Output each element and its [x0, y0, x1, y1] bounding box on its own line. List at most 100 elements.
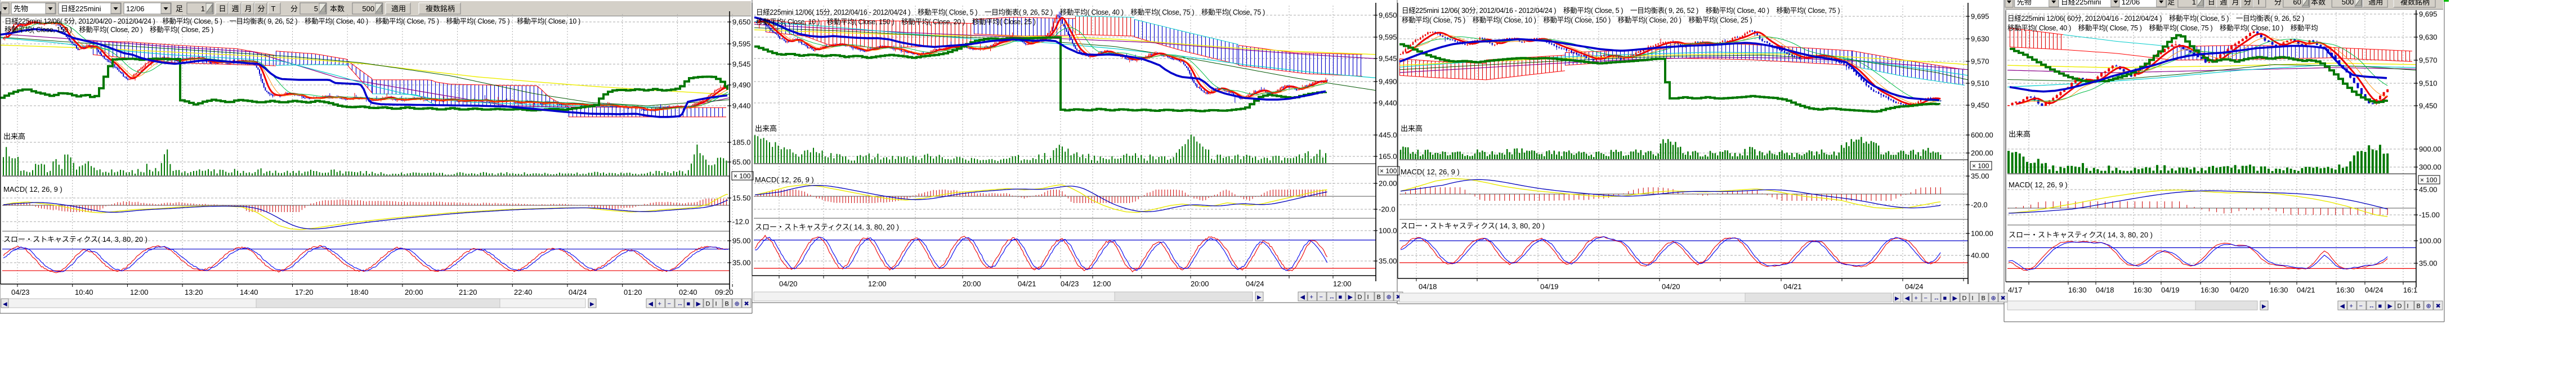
svg-text:35.00: 35.00: [1379, 257, 1397, 266]
svg-text:04/20: 04/20: [2230, 286, 2249, 294]
svg-text:−: −: [1924, 295, 1927, 302]
svg-text:先物: 先物: [2017, 0, 2032, 6]
svg-text:02:40: 02:40: [679, 288, 697, 296]
svg-text:9,450: 9,450: [1971, 101, 1989, 110]
svg-text:16:30: 16:30: [2068, 286, 2087, 294]
svg-text:足: 足: [176, 4, 183, 13]
svg-text:I: I: [1972, 295, 1974, 302]
svg-text:先物: 先物: [14, 4, 28, 13]
svg-text:12:00: 12:00: [130, 288, 149, 296]
svg-text:16:30: 16:30: [2270, 286, 2288, 294]
svg-text:↔: ↔: [677, 301, 683, 308]
svg-text:9,440: 9,440: [732, 102, 751, 110]
svg-text:↔: ↔: [1934, 295, 1940, 302]
svg-text:−: −: [2359, 303, 2363, 310]
svg-text:T: T: [2256, 0, 2261, 6]
svg-text:9,570: 9,570: [2419, 56, 2438, 65]
svg-text:1: 1: [2192, 0, 2196, 6]
svg-text:500: 500: [2342, 0, 2354, 6]
svg-text:× 100: × 100: [1380, 167, 1397, 175]
svg-text:B: B: [1982, 295, 1985, 302]
svg-text:B: B: [2417, 303, 2421, 310]
svg-text:B: B: [1377, 294, 1381, 301]
svg-text:-12.0: -12.0: [732, 218, 749, 226]
svg-text:9,490: 9,490: [1379, 78, 1397, 86]
svg-text:× 100: × 100: [734, 172, 751, 180]
svg-text:足: 足: [2167, 0, 2175, 6]
svg-text:日: 日: [2208, 0, 2215, 6]
svg-text:分: 分: [258, 4, 265, 13]
svg-text:12/06: 12/06: [2122, 0, 2140, 6]
svg-text:週: 週: [232, 4, 239, 13]
svg-text:9,545: 9,545: [732, 60, 751, 69]
svg-text:◀: ◀: [2340, 303, 2345, 310]
svg-text:週: 週: [2220, 0, 2227, 6]
svg-text:9,595: 9,595: [1379, 33, 1397, 42]
svg-text:100.00: 100.00: [1971, 230, 1993, 238]
svg-text:35.00: 35.00: [2419, 259, 2438, 268]
svg-text:12:00: 12:00: [1093, 280, 1111, 288]
svg-text:▶: ▶: [590, 302, 594, 308]
svg-text:I: I: [715, 301, 717, 308]
svg-text:分: 分: [290, 4, 298, 13]
svg-text:分: 分: [2274, 0, 2282, 6]
svg-text:-15.00: -15.00: [2419, 211, 2440, 219]
svg-text:01:20: 01:20: [624, 288, 642, 296]
svg-text:1: 1: [201, 4, 205, 13]
svg-text:200.00: 200.00: [1971, 149, 1993, 158]
svg-text:スロー・ストキャスティクス( 14, 3, 80, 20 ): スロー・ストキャスティクス( 14, 3, 80, 20 ): [1401, 222, 1545, 230]
svg-text:9,450: 9,450: [2419, 102, 2438, 110]
svg-text:↔: ↔: [2369, 303, 2375, 310]
svg-text:+: +: [658, 301, 661, 308]
svg-text:■: ■: [1943, 295, 1947, 302]
svg-text:9,595: 9,595: [732, 40, 751, 48]
svg-text:⊕: ⊕: [1387, 294, 1392, 301]
svg-text:T: T: [271, 4, 276, 13]
svg-text:✖: ✖: [2436, 303, 2441, 310]
svg-text:D: D: [1962, 295, 1967, 302]
svg-text:04/20: 04/20: [779, 280, 798, 288]
svg-text:15.50: 15.50: [732, 194, 751, 202]
svg-text:I: I: [1367, 294, 1369, 301]
svg-text:165.0: 165.0: [1379, 152, 1397, 161]
svg-text:D: D: [2398, 303, 2402, 310]
svg-text:09:20: 09:20: [715, 288, 734, 296]
svg-text:04/20: 04/20: [1662, 282, 1680, 291]
svg-text:9,695: 9,695: [1971, 12, 1989, 21]
svg-text:適用: 適用: [391, 4, 406, 13]
svg-text:-20.0: -20.0: [1379, 205, 1396, 214]
svg-text:12/06: 12/06: [126, 4, 145, 13]
svg-text:65.00: 65.00: [732, 158, 751, 166]
svg-text:35.00: 35.00: [1971, 172, 1989, 181]
svg-text:04/24: 04/24: [569, 288, 587, 296]
svg-text:18:40: 18:40: [350, 288, 369, 296]
svg-text:▶: ▶: [1348, 294, 1353, 301]
svg-text:9,545: 9,545: [1379, 55, 1397, 63]
svg-text:16:1: 16:1: [2403, 286, 2417, 294]
svg-text:9,650: 9,650: [1379, 11, 1397, 20]
svg-text:04/19: 04/19: [2161, 286, 2180, 294]
svg-text:9,570: 9,570: [1971, 57, 1989, 66]
svg-text:▶: ▶: [1257, 295, 1262, 301]
svg-text:−: −: [668, 301, 671, 308]
svg-text:9,650: 9,650: [732, 18, 751, 26]
svg-text:300.00: 300.00: [2419, 163, 2441, 172]
svg-text:月: 月: [245, 4, 252, 13]
svg-text:35.00: 35.00: [732, 259, 751, 267]
svg-text:14:40: 14:40: [240, 288, 258, 296]
svg-text:出来高: 出来高: [2009, 130, 2031, 138]
svg-text:04/21: 04/21: [1783, 282, 1802, 291]
svg-text:9,630: 9,630: [2419, 33, 2438, 42]
svg-text:9,630: 9,630: [1971, 35, 1989, 43]
svg-text:10:40: 10:40: [75, 288, 93, 296]
svg-text:B: B: [725, 301, 729, 308]
svg-text:04/18: 04/18: [2096, 286, 2114, 294]
svg-text:21:20: 21:20: [459, 288, 477, 296]
svg-text:MACD( 12, 26, 9 ): MACD( 12, 26, 9 ): [755, 176, 814, 184]
svg-text:60: 60: [2293, 0, 2301, 6]
svg-text:I: I: [2407, 303, 2409, 310]
svg-text:× 100: × 100: [2420, 176, 2438, 184]
svg-text:◀: ◀: [1300, 294, 1305, 301]
svg-text:+: +: [1915, 295, 1918, 302]
svg-text:日: 日: [219, 4, 226, 13]
